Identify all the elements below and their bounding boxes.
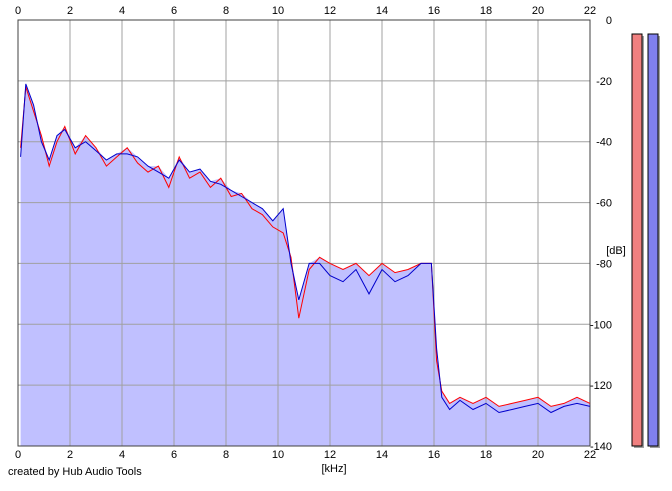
x-tick-label-bottom: 16	[428, 449, 440, 461]
right-level-meter	[647, 33, 660, 448]
x-axis-bottom-ticks: 0 2 4 6 8 10 12 14 16 18 20 22	[15, 449, 596, 461]
x-tick-label-top: 14	[376, 5, 388, 17]
x-tick-label-top: 22	[584, 5, 596, 17]
y-tick-label: -20	[596, 76, 612, 88]
credit-text: created by Hub Audio Tools	[8, 466, 142, 478]
grid	[17, 19, 591, 447]
meter-fill	[631, 33, 643, 447]
y-axis-ticks: 0 -20 -40 -60 -80 -100 -120 -140	[590, 15, 612, 453]
x-tick-label-top: 0	[15, 5, 21, 17]
x-axis-label: [kHz]	[321, 463, 346, 475]
y-tick-label: 0	[606, 15, 612, 27]
x-tick-label-bottom: 14	[376, 449, 388, 461]
x-tick-label-top: 8	[223, 5, 229, 17]
y-tick-label: -120	[590, 380, 612, 392]
x-axis-top-ticks: 0 2 4 6 8 10 12 14 16 18 20 22	[15, 5, 596, 17]
y-tick-label: -100	[590, 319, 612, 331]
x-tick-label-top: 12	[324, 5, 336, 17]
level-meters	[631, 33, 660, 448]
x-tick-label-bottom: 2	[67, 449, 73, 461]
x-tick-label-bottom: 10	[272, 449, 284, 461]
y-tick-label: -80	[596, 258, 612, 270]
x-tick-label-bottom: 8	[223, 449, 229, 461]
y-axis-label: [dB]	[606, 245, 626, 257]
y-tick-label: -60	[596, 198, 612, 210]
x-tick-label-bottom: 18	[480, 449, 492, 461]
x-tick-label-bottom: 12	[324, 449, 336, 461]
left-level-meter	[631, 33, 644, 448]
x-tick-label-bottom: 20	[532, 449, 544, 461]
x-tick-label-bottom: 0	[15, 449, 21, 461]
series-line-1	[20, 86, 591, 407]
plot-border	[17, 19, 591, 447]
x-tick-label-bottom: 22	[584, 449, 596, 461]
y-tick-label: -40	[596, 137, 612, 149]
x-tick-label-top: 4	[119, 5, 125, 17]
x-tick-label-top: 18	[480, 5, 492, 17]
x-tick-label-top: 10	[272, 5, 284, 17]
x-tick-label-bottom: 6	[171, 449, 177, 461]
meter-fill	[647, 33, 659, 447]
x-tick-label-top: 6	[171, 5, 177, 17]
x-tick-label-top: 20	[532, 5, 544, 17]
y-tick-label: -140	[590, 441, 612, 453]
x-tick-label-top: 2	[67, 5, 73, 17]
x-tick-label-bottom: 4	[119, 449, 125, 461]
series-lines	[20, 83, 591, 414]
series-line-2	[20, 83, 591, 414]
x-tick-label-top: 16	[428, 5, 440, 17]
